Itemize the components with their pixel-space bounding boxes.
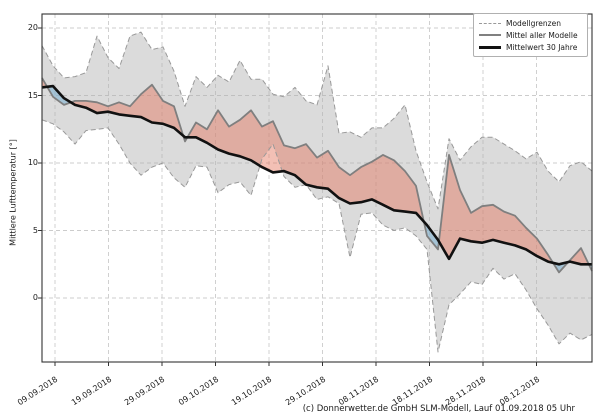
- y-tick-label: 15: [27, 90, 38, 100]
- legend-label: Mittel aller Modelle: [506, 30, 578, 40]
- plot-border: [41, 13, 593, 363]
- thirty-year-mean-line: [41, 84, 592, 266]
- legend-label: Mittelwert 30 Jahre: [506, 42, 578, 52]
- black-line-icon: [479, 45, 501, 49]
- legend-row-mittelwert-30-jahre: Mittelwert 30 Jahre: [479, 41, 581, 53]
- model-mean-line: [41, 77, 593, 274]
- model-range-band: [42, 32, 592, 352]
- upper-model-boundary-line: [41, 31, 593, 210]
- lower-model-boundary-line: [41, 119, 593, 353]
- y-tick-label: 10: [27, 158, 38, 167]
- legend-label: Modellgrenzen: [506, 18, 561, 28]
- y-axis-label: Mittlere Lufttemperatur [°]: [8, 139, 18, 246]
- legend-row-mittel-aller-modelle: Mittel aller Modelle: [479, 29, 581, 41]
- y-tick-label: 0: [32, 293, 38, 302]
- y-tick-label: 5: [32, 225, 38, 235]
- dashed-line-icon: [479, 22, 501, 24]
- copyright-text: (c) Donnerwetter.de GmbH SLM-Modell, Lau…: [302, 404, 575, 414]
- legend: Modellgrenzen Mittel aller Modelle Mitte…: [473, 13, 588, 57]
- gray-line-icon: [479, 34, 501, 36]
- legend-row-modellgrenzen: Modellgrenzen: [479, 17, 581, 29]
- y-tick-label: 20: [27, 23, 38, 32]
